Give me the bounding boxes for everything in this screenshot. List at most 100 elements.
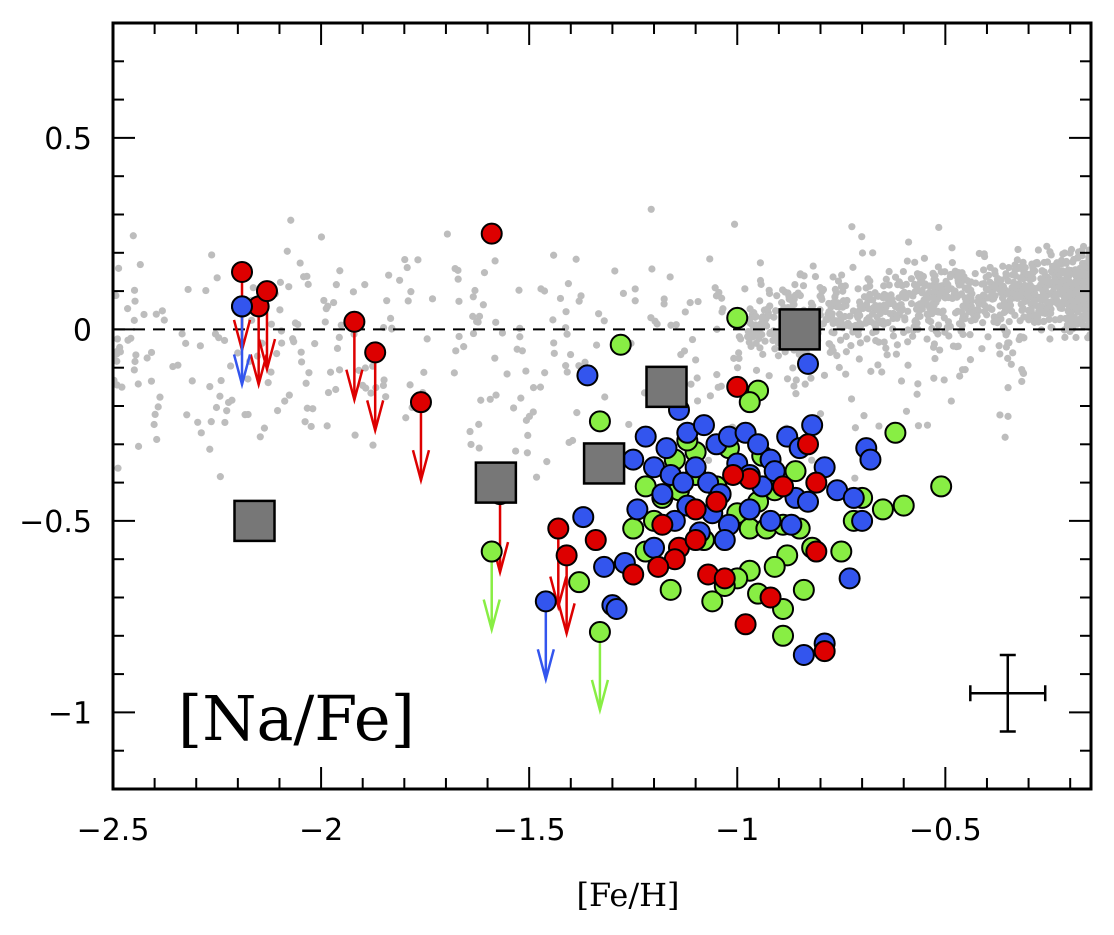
background-star (403, 263, 411, 272)
background-star (914, 422, 923, 430)
background-star (301, 418, 309, 426)
background-star (486, 395, 494, 403)
background-star (423, 335, 431, 343)
background-star (197, 429, 205, 437)
background-star (980, 252, 989, 261)
background-star (882, 275, 890, 283)
background-star (897, 377, 906, 385)
background-star (285, 391, 293, 399)
background-star (1002, 270, 1010, 278)
background-star (550, 339, 558, 347)
mean-value-square (582, 442, 626, 485)
background-star (212, 403, 221, 412)
background-star (940, 376, 948, 384)
background-star (359, 381, 367, 389)
data-point-green (726, 306, 749, 329)
background-star (692, 356, 700, 364)
background-star (784, 289, 792, 297)
background-star (351, 431, 359, 439)
background-star (837, 282, 846, 290)
data-point-green (792, 578, 815, 601)
background-star (953, 293, 961, 301)
background-star (1004, 384, 1012, 392)
background-star (529, 384, 538, 392)
background-star (307, 422, 315, 431)
background-star (903, 257, 911, 265)
background-star (718, 294, 726, 302)
background-star (1016, 263, 1025, 271)
background-star (524, 431, 532, 440)
background-star (158, 307, 166, 315)
background-star (766, 328, 774, 337)
background-star (1001, 433, 1009, 441)
background-star (565, 438, 573, 447)
background-star (631, 297, 639, 305)
y-tick-label: 0 (73, 313, 92, 348)
data-point-red (651, 513, 674, 536)
background-star (420, 368, 428, 376)
background-star (443, 230, 451, 238)
background-star (194, 418, 202, 426)
upper-limit-point-red (409, 391, 432, 414)
background-star (311, 340, 319, 348)
background-star (875, 338, 883, 346)
background-star (948, 259, 956, 267)
background-star (796, 291, 804, 300)
background-star (921, 282, 929, 290)
background-star (324, 388, 333, 397)
background-star (595, 310, 603, 318)
x-tick-label: −1.5 (493, 813, 566, 848)
background-star (474, 318, 482, 326)
background-star (867, 367, 875, 375)
background-star (335, 333, 343, 342)
background-star (297, 358, 306, 366)
background-star (536, 383, 545, 391)
background-star (941, 289, 950, 298)
background-star (1027, 306, 1035, 314)
panel-label: [Na/Fe] (178, 682, 415, 755)
background-star (984, 333, 992, 341)
background-star (223, 407, 231, 415)
background-star (982, 285, 990, 293)
background-star (979, 291, 987, 299)
background-star (153, 435, 161, 444)
background-star (681, 308, 689, 316)
background-star (217, 376, 225, 385)
background-star (147, 348, 156, 357)
background-star (1013, 256, 1021, 264)
background-star (1062, 257, 1070, 266)
background-star (773, 292, 781, 300)
background-star (875, 422, 883, 430)
background-star (851, 424, 860, 432)
background-star (965, 308, 973, 316)
background-star (735, 349, 743, 357)
data-point-green (892, 494, 915, 517)
background-star (672, 321, 680, 329)
background-star (407, 288, 415, 296)
background-star (883, 351, 891, 359)
background-star (414, 256, 422, 264)
background-star (451, 264, 459, 273)
background-star (1031, 290, 1039, 298)
background-star (876, 302, 884, 310)
background-star (792, 390, 800, 398)
background-star (847, 342, 855, 350)
background-star (973, 312, 981, 321)
background-star (549, 316, 557, 324)
background-star (1023, 270, 1031, 278)
background-star (856, 339, 865, 347)
upper-limit-arrow-head (345, 369, 364, 405)
background-star (860, 293, 869, 301)
background-star (1063, 291, 1071, 300)
background-star (744, 333, 752, 341)
background-star (361, 364, 369, 372)
background-star (562, 308, 570, 316)
background-star (956, 372, 964, 380)
background-star (745, 338, 753, 346)
background-star (455, 297, 463, 305)
data-point-blue (576, 364, 599, 387)
background-star (944, 280, 952, 289)
background-star (1004, 354, 1012, 362)
data-point-green (884, 421, 907, 444)
